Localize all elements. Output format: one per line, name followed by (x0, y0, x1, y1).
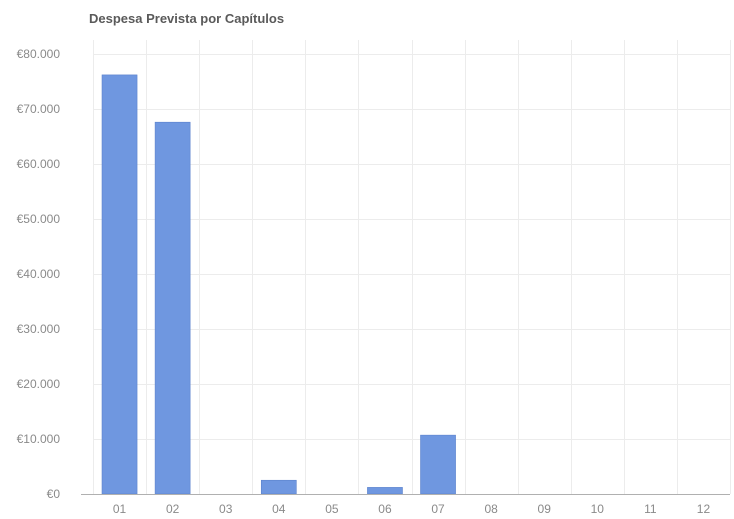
y-tick-label: €0 (47, 487, 61, 501)
x-tick-label: 09 (538, 502, 552, 516)
x-tick-label: 11 (644, 502, 657, 516)
y-tick-label: €20.000 (17, 377, 61, 391)
x-tick-label: 12 (697, 502, 711, 516)
x-tick-label: 04 (272, 502, 286, 516)
x-tick-label: 02 (166, 502, 180, 516)
y-tick-label: €40.000 (17, 267, 61, 281)
chart-title: Despesa Prevista por Capítulos (89, 11, 285, 26)
y-tick-label: €10.000 (17, 432, 61, 446)
x-tick-labels: 01 02 03 04 05 06 07 08 09 10 11 12 (113, 502, 711, 516)
bar-01 (101, 74, 138, 495)
y-tick-label: €30.000 (17, 322, 61, 336)
bar-02 (154, 121, 191, 495)
x-tick-label: 01 (113, 502, 127, 516)
x-tick-label: 07 (431, 502, 445, 516)
y-tick-labels: €0 €10.000 €20.000 €30.000 €40.000 €50.000 €60… (17, 47, 61, 501)
x-tick-label: 06 (378, 502, 392, 516)
bar-07 (420, 434, 456, 495)
x-tick-label: 10 (591, 502, 605, 516)
bar-04 (260, 479, 297, 495)
x-tick-label: 05 (325, 502, 339, 516)
bar-06 (367, 487, 403, 495)
y-tick-label: €80.000 (17, 47, 61, 61)
y-tick-label: €70.000 (17, 102, 61, 116)
x-tick-label: 03 (219, 502, 233, 516)
y-tick-label: €50.000 (17, 212, 61, 226)
x-tick-label: 08 (484, 502, 498, 516)
y-tick-label: €60.000 (17, 157, 61, 171)
bars (101, 74, 456, 495)
grid-lines (93, 40, 731, 494)
